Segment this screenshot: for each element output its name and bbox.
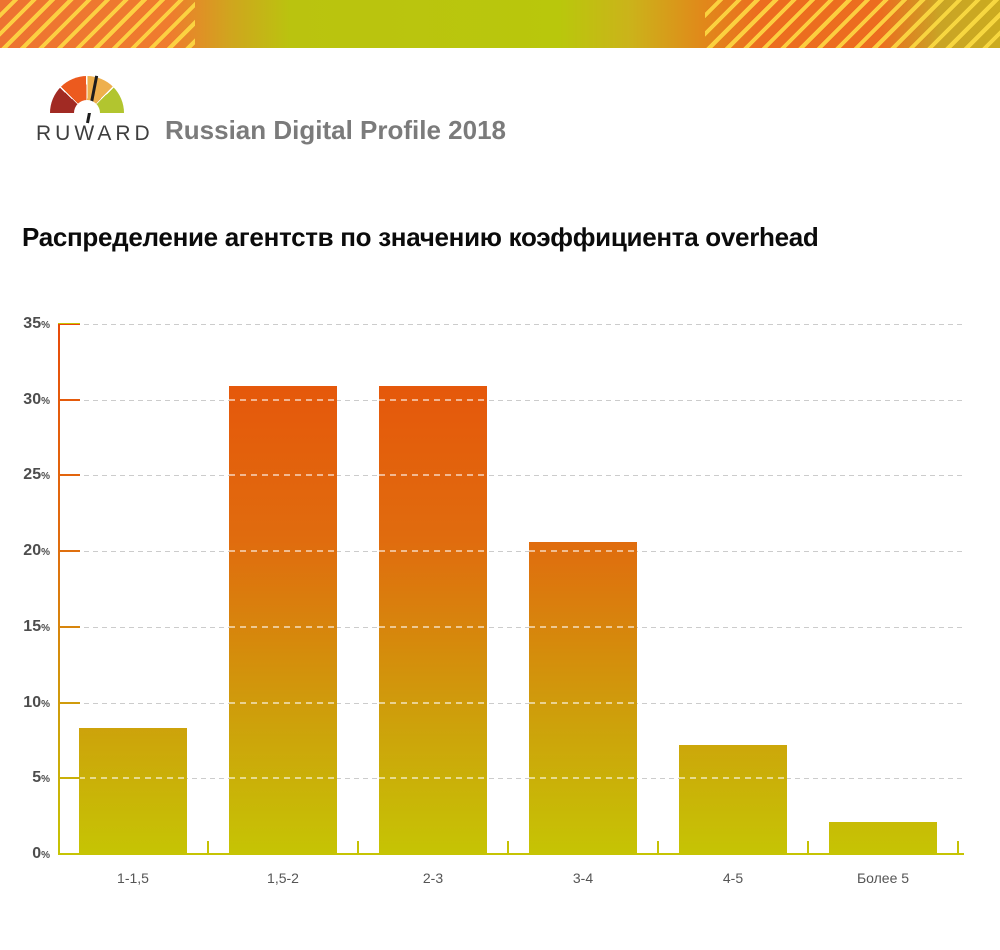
- y-gridline-overlay: [529, 777, 637, 780]
- y-tick-label: 30%: [23, 390, 50, 408]
- y-gridline-overlay: [379, 701, 487, 704]
- y-tick: [58, 777, 80, 780]
- y-gridline-overlay: [229, 474, 337, 477]
- bar: [829, 822, 937, 854]
- y-tick-label: 15%: [23, 617, 50, 635]
- gauge-needle-icon: [86, 75, 99, 124]
- y-tick-label: 25%: [23, 466, 50, 484]
- y-gridline: [84, 475, 963, 477]
- gauge-icon: [50, 75, 124, 124]
- x-category-label: 1-1,5: [117, 870, 149, 886]
- y-gridline-overlay: [529, 701, 637, 704]
- banner-artwork: [0, 0, 1000, 48]
- y-tick: [58, 550, 80, 553]
- bar-chart: 35% 30% 25% 20% 15% 10% 5% 0% 1-1,5 1,5-2 2-3 3-4 4-…: [23, 315, 964, 924]
- y-tick: [58, 625, 80, 628]
- x-category-label: Более 5: [856, 870, 910, 886]
- x-category-label: 4-5: [722, 870, 744, 886]
- y-gridline-overlay: [229, 550, 337, 553]
- bar: [679, 744, 787, 854]
- y-tick: [58, 701, 80, 704]
- banner-stripes-right: [705, 0, 1000, 48]
- y-tick-label: 35%: [23, 315, 50, 332]
- x-tick: [657, 841, 659, 854]
- y-gridline-overlay: [679, 777, 787, 780]
- bar: [229, 386, 337, 854]
- x-tick: [207, 841, 209, 854]
- y-gridline-overlay: [379, 550, 487, 553]
- y-tick-label: 10%: [23, 693, 50, 711]
- y-gridline-overlay: [79, 777, 187, 780]
- y-tick-label: 20%: [23, 542, 50, 560]
- bar: [379, 386, 487, 854]
- y-gridline: [84, 324, 963, 325]
- y-tick-label: 0%: [32, 845, 50, 862]
- x-category-label: 2-3: [422, 870, 444, 886]
- y-tick-label: 5%: [32, 769, 50, 787]
- y-gridline-overlay: [379, 625, 487, 628]
- y-gridline-overlay: [229, 625, 337, 628]
- y-gridline-overlay: [229, 777, 337, 780]
- y-tick: [58, 474, 80, 477]
- y-gridline-overlay: [529, 550, 637, 553]
- chart-title: Распределение агентств по значению коэфф…: [22, 222, 819, 252]
- x-tick: [957, 841, 959, 854]
- y-tick: [58, 398, 80, 401]
- y-gridline-overlay: [529, 625, 637, 628]
- report-subtitle: Russian Digital Profile 2018: [165, 115, 507, 145]
- y-gridline: [84, 551, 963, 553]
- y-gridline-overlay: [379, 398, 487, 401]
- x-category-label: 3-4: [572, 870, 594, 886]
- x-tick: [507, 841, 509, 854]
- y-gridline-overlay: [379, 474, 487, 477]
- y-gridline: [84, 778, 963, 780]
- y-gridline-overlay: [229, 701, 337, 704]
- bar: [529, 542, 637, 854]
- x-category-label: 1,5-2: [267, 870, 299, 886]
- x-tick: [357, 841, 359, 854]
- y-gridline: [84, 626, 963, 628]
- plot-area: [58, 323, 964, 855]
- y-axis-line: [58, 324, 60, 854]
- y-gridline-overlay: [229, 398, 337, 401]
- y-gridline: [84, 702, 963, 704]
- ruward-logo: RUWARD: [36, 74, 156, 145]
- bar: [79, 728, 187, 854]
- y-gridline-overlay: [379, 777, 487, 780]
- x-axis-line: [58, 853, 964, 855]
- x-tick: [807, 841, 809, 854]
- y-tick: [58, 323, 80, 325]
- y-gridline: [84, 399, 963, 401]
- banner-stripes-left: [0, 0, 195, 48]
- brand-name: RUWARD: [36, 122, 154, 145]
